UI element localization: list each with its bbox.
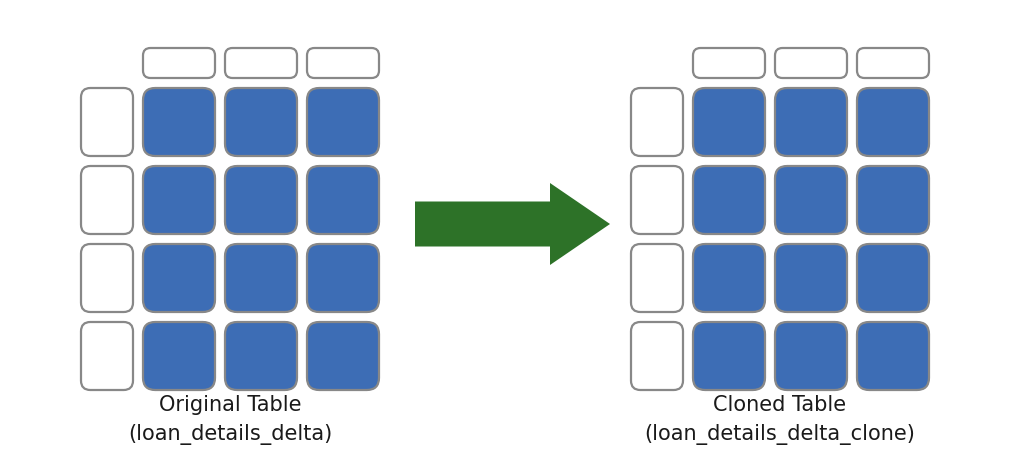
FancyBboxPatch shape bbox=[857, 322, 929, 390]
FancyBboxPatch shape bbox=[81, 245, 133, 312]
FancyBboxPatch shape bbox=[693, 245, 765, 312]
FancyBboxPatch shape bbox=[225, 167, 297, 235]
FancyBboxPatch shape bbox=[693, 49, 765, 79]
FancyBboxPatch shape bbox=[775, 245, 847, 312]
FancyBboxPatch shape bbox=[225, 89, 297, 157]
FancyBboxPatch shape bbox=[307, 245, 379, 312]
FancyBboxPatch shape bbox=[857, 89, 929, 157]
FancyBboxPatch shape bbox=[857, 49, 929, 79]
FancyBboxPatch shape bbox=[143, 245, 215, 312]
FancyBboxPatch shape bbox=[631, 322, 683, 390]
FancyBboxPatch shape bbox=[775, 322, 847, 390]
FancyBboxPatch shape bbox=[81, 322, 133, 390]
FancyBboxPatch shape bbox=[143, 89, 215, 157]
FancyBboxPatch shape bbox=[631, 167, 683, 235]
FancyBboxPatch shape bbox=[631, 245, 683, 312]
FancyBboxPatch shape bbox=[857, 245, 929, 312]
FancyBboxPatch shape bbox=[307, 167, 379, 235]
FancyBboxPatch shape bbox=[143, 167, 215, 235]
Text: Cloned Table: Cloned Table bbox=[714, 394, 847, 414]
FancyBboxPatch shape bbox=[307, 49, 379, 79]
Text: (loan_details_delta_clone): (loan_details_delta_clone) bbox=[644, 424, 915, 445]
FancyBboxPatch shape bbox=[225, 322, 297, 390]
FancyBboxPatch shape bbox=[775, 49, 847, 79]
Polygon shape bbox=[415, 184, 610, 266]
FancyBboxPatch shape bbox=[775, 167, 847, 235]
Text: Original Table: Original Table bbox=[159, 394, 301, 414]
FancyBboxPatch shape bbox=[307, 322, 379, 390]
FancyBboxPatch shape bbox=[693, 167, 765, 235]
FancyBboxPatch shape bbox=[143, 49, 215, 79]
FancyBboxPatch shape bbox=[775, 89, 847, 157]
FancyBboxPatch shape bbox=[225, 49, 297, 79]
FancyBboxPatch shape bbox=[693, 322, 765, 390]
FancyBboxPatch shape bbox=[225, 245, 297, 312]
FancyBboxPatch shape bbox=[857, 167, 929, 235]
FancyBboxPatch shape bbox=[81, 89, 133, 157]
FancyBboxPatch shape bbox=[631, 89, 683, 157]
FancyBboxPatch shape bbox=[81, 167, 133, 235]
Text: (loan_details_delta): (loan_details_delta) bbox=[128, 424, 332, 445]
FancyBboxPatch shape bbox=[693, 89, 765, 157]
FancyBboxPatch shape bbox=[143, 322, 215, 390]
FancyBboxPatch shape bbox=[307, 89, 379, 157]
